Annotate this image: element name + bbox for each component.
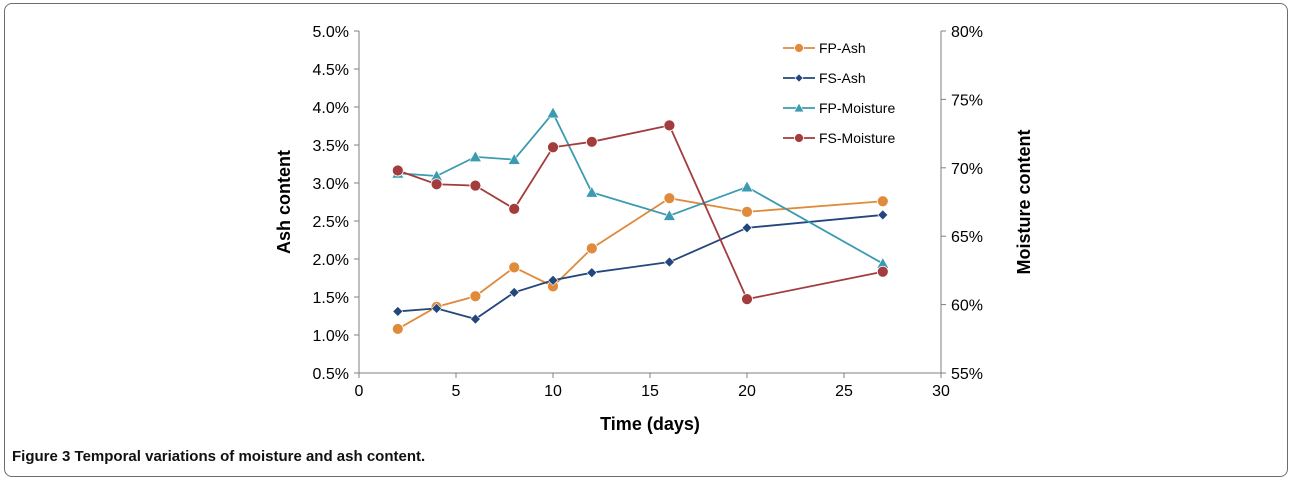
y-left-tick-label: 1.0% xyxy=(313,328,349,345)
x-tick-label: 15 xyxy=(641,383,659,400)
legend-label: FS-Ash xyxy=(819,70,866,86)
x-tick-label: 0 xyxy=(355,383,364,400)
data-point-marker xyxy=(547,274,559,286)
data-point-marker xyxy=(794,73,804,83)
legend-label: FP-Moisture xyxy=(819,100,895,116)
data-point-marker xyxy=(877,209,889,221)
data-point-marker xyxy=(547,141,559,154)
legend-item: FS-Ash xyxy=(783,70,866,86)
y-left-tick-label: 2.0% xyxy=(313,252,349,269)
data-point-marker xyxy=(741,205,753,218)
data-point-marker xyxy=(876,265,889,278)
data-point-marker xyxy=(794,133,804,143)
series-fp-ash xyxy=(391,192,889,335)
legend-item: FP-Ash xyxy=(783,40,866,56)
y-left-tick-label: 3.5% xyxy=(313,138,349,155)
data-point-marker xyxy=(508,261,521,274)
y-right-tick-label: 80% xyxy=(951,24,983,41)
x-tick-label: 25 xyxy=(835,383,853,400)
data-point-marker xyxy=(585,185,599,198)
series-layer xyxy=(391,106,890,335)
y-left-tick-label: 1.5% xyxy=(313,290,349,307)
y-right-tick-label: 70% xyxy=(951,161,983,178)
data-point-marker xyxy=(741,293,753,306)
y-right-tick-label: 75% xyxy=(951,92,983,109)
figure-frame xyxy=(4,3,1288,477)
data-point-marker xyxy=(392,306,404,317)
data-point-marker xyxy=(469,290,482,303)
data-point-marker xyxy=(469,179,482,192)
series-fs-moisture xyxy=(391,119,889,306)
x-tick-label: 30 xyxy=(932,383,950,400)
data-point-marker xyxy=(586,267,598,279)
legend-item: FP-Moisture xyxy=(783,100,895,116)
caption-label: Figure 3 xyxy=(12,448,71,465)
caption-text: Temporal variations of moisture and ash … xyxy=(74,448,426,465)
x-tick-label: 10 xyxy=(544,383,562,400)
y-left-tick-label: 3.0% xyxy=(313,176,349,193)
data-point-marker xyxy=(507,152,521,165)
x-tick-label: 20 xyxy=(738,383,756,400)
y-right-tick-label: 55% xyxy=(951,366,983,383)
data-point-marker xyxy=(663,256,675,268)
data-point-marker xyxy=(663,119,676,132)
x-axis-title: Time (days) xyxy=(600,414,700,434)
data-point-marker xyxy=(585,242,598,255)
data-point-marker xyxy=(662,209,676,221)
y-left-axis-title: Ash content xyxy=(274,150,294,254)
data-point-marker xyxy=(468,150,482,162)
legend: FP-Ash FS-Ash FP-Moisture FS-Moisture xyxy=(783,40,895,146)
data-point-marker xyxy=(391,164,404,177)
legend-item: FS-Moisture xyxy=(783,130,895,146)
y-right-axis-title: Moisture content xyxy=(1014,129,1034,274)
data-point-marker xyxy=(740,180,754,193)
data-point-marker xyxy=(585,135,598,148)
legend-label: FP-Ash xyxy=(819,40,866,56)
data-point-marker xyxy=(508,287,520,298)
y-left-tick-label: 4.0% xyxy=(313,100,349,117)
y-left-tick-label: 2.5% xyxy=(313,214,349,231)
data-point-marker xyxy=(508,202,521,215)
data-point-marker xyxy=(663,192,676,205)
dual-axis-line-chart: 0.5% 1.0% 1.5% 2.0% 2.5% 3.0% 3.5% 4.0% 4.5% 5.0%… xyxy=(274,24,1034,434)
data-point-marker xyxy=(430,178,443,191)
x-tick-label: 5 xyxy=(452,383,461,400)
y-right-tick-label: 60% xyxy=(951,298,983,315)
data-point-marker xyxy=(876,195,889,208)
series-fs-ash xyxy=(392,209,889,325)
y-left-tick-label: 5.0% xyxy=(313,24,349,41)
axes: 0.5% 1.0% 1.5% 2.0% 2.5% 3.0% 3.5% 4.0% 4.5% 5.0%… xyxy=(313,24,984,400)
figure-caption: Figure 3 Temporal variations of moisture… xyxy=(12,448,425,465)
y-right-tick-label: 65% xyxy=(951,229,983,246)
data-point-marker xyxy=(431,302,443,314)
series-line xyxy=(397,124,883,301)
data-point-marker xyxy=(794,43,804,53)
data-point-marker xyxy=(391,323,404,335)
legend-label: FS-Moisture xyxy=(819,130,895,146)
y-left-tick-label: 0.5% xyxy=(313,366,349,383)
data-point-marker xyxy=(793,102,805,113)
data-point-marker xyxy=(469,313,481,325)
data-point-marker xyxy=(741,222,753,234)
series-line xyxy=(397,197,883,330)
data-point-marker xyxy=(546,106,560,119)
y-left-tick-label: 4.5% xyxy=(313,62,349,79)
series-line xyxy=(397,214,883,321)
